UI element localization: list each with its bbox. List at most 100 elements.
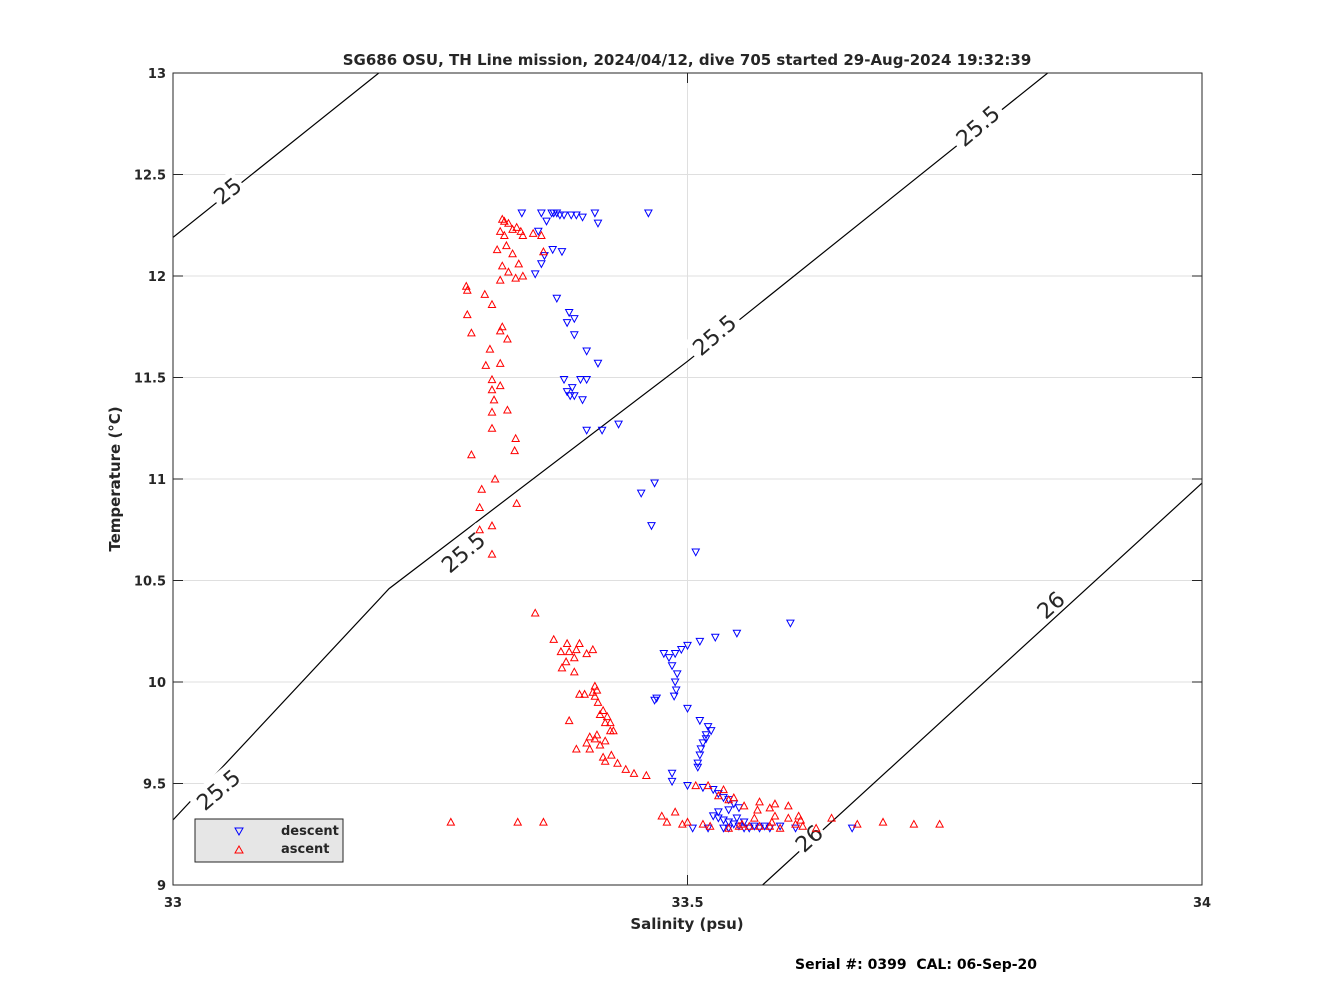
grid-lines: [173, 73, 1202, 885]
ascent-point: [564, 715, 574, 725]
ascent-point: [739, 801, 749, 810]
descent-point: [562, 388, 572, 397]
descent-point: [664, 654, 674, 663]
descent-point: [713, 790, 723, 799]
ascent-point: [765, 821, 775, 830]
ascent-point: [588, 644, 598, 654]
serial-cal-footer: Serial #: 0399 CAL: 06-Sep-20: [795, 957, 1038, 973]
descent-point: [732, 814, 742, 823]
ascent-point: [518, 271, 528, 280]
ascent-point: [499, 230, 509, 239]
y-axis-label: Temperature (°C): [106, 406, 124, 551]
ascent-point: [592, 685, 602, 694]
ascent-point: [569, 667, 579, 676]
descent-point: [693, 763, 703, 772]
contour-label: 26: [1029, 583, 1070, 625]
ascent-point: [593, 697, 603, 706]
x-axis-label: Salinity (psu): [630, 915, 743, 933]
ascent-point: [621, 764, 631, 773]
ascent-point: [909, 819, 919, 828]
descent-point: [791, 824, 800, 833]
descent-point: [578, 396, 587, 405]
ascent-point: [487, 385, 497, 394]
ascent-point: [575, 689, 584, 698]
y-tick-label: 10.5: [134, 575, 166, 590]
descent-point: [785, 619, 795, 628]
descent-point: [578, 213, 587, 222]
descent-point: [659, 650, 669, 659]
ascent-point: [495, 380, 505, 390]
ascent-point: [629, 768, 639, 777]
ascent-point: [592, 730, 602, 739]
contour-label-bg: [187, 760, 247, 817]
ascent-point: [512, 498, 522, 507]
ascent-point: [852, 819, 862, 828]
descent-point: [713, 808, 723, 817]
descent-point: [557, 248, 567, 257]
descent-point: [744, 824, 754, 833]
descent-point: [593, 219, 603, 228]
ascent-point: [737, 819, 747, 828]
ascent-point: [585, 732, 595, 741]
descent-point: [566, 211, 576, 220]
descent-point: [698, 739, 708, 748]
axis-ticks: 9 9.5 10 10.5 11 11.5 12 12.5 13 33 33.5 34: [134, 67, 1211, 911]
ascent-point: [582, 738, 592, 747]
legend-descent-marker: [234, 827, 244, 837]
descent-point: [536, 260, 546, 269]
descent-point: [708, 786, 718, 795]
ascent-point: [495, 275, 505, 284]
ascent-point: [657, 811, 667, 820]
descent-point: [552, 294, 562, 303]
ascent-point: [462, 285, 472, 294]
x-tick-label: 34: [1193, 896, 1211, 911]
ascent-point: [497, 322, 507, 331]
ascent-point: [487, 374, 497, 384]
ascent-point: [705, 821, 715, 830]
ascent-point: [539, 246, 548, 256]
ascent-point: [502, 334, 512, 343]
y-tick-label: 9: [157, 879, 166, 894]
ascent-point: [528, 228, 538, 237]
descent-point: [571, 211, 581, 220]
ascent-point: [744, 821, 754, 830]
descent-point: [847, 824, 857, 833]
descent-point: [636, 489, 646, 498]
ascent-point: [513, 817, 523, 826]
descent-point: [582, 347, 592, 356]
ascent-point: [539, 817, 548, 826]
descent-point: [569, 392, 579, 401]
ascent-point: [571, 744, 581, 753]
contour-line-25: [173, 73, 380, 238]
ascent-point: [480, 289, 490, 298]
legend-box: [194, 818, 344, 863]
ascent-point: [605, 717, 615, 727]
ascent-point: [564, 646, 574, 656]
ascent-point: [670, 807, 680, 816]
descent-point: [669, 692, 679, 701]
ascent-point: [569, 652, 579, 662]
ascent-point: [600, 717, 610, 727]
ascent-point: [508, 249, 518, 258]
contour-label-bg: [683, 305, 743, 362]
ascent-point: [504, 218, 513, 227]
ascent-point: [794, 811, 804, 820]
ascent-point: [562, 638, 572, 647]
ascent-point: [512, 222, 522, 231]
descent-point: [650, 696, 660, 705]
ascent-point: [724, 795, 734, 804]
descent-point: [533, 227, 543, 236]
descent-point: [576, 375, 585, 385]
contour-line-25-5: [173, 73, 1049, 821]
ascent-point: [556, 646, 566, 656]
ascent-point: [508, 224, 518, 233]
ascent-point: [518, 230, 528, 239]
ascent-point: [475, 502, 485, 511]
ascent-point: [713, 791, 723, 800]
ascent-point: [492, 244, 502, 254]
contour-label-bg: [946, 96, 1007, 153]
ascent-point: [561, 657, 571, 666]
contour-label: 25.5: [187, 760, 247, 817]
ascent-point: [753, 805, 762, 814]
descent-point: [732, 629, 742, 638]
